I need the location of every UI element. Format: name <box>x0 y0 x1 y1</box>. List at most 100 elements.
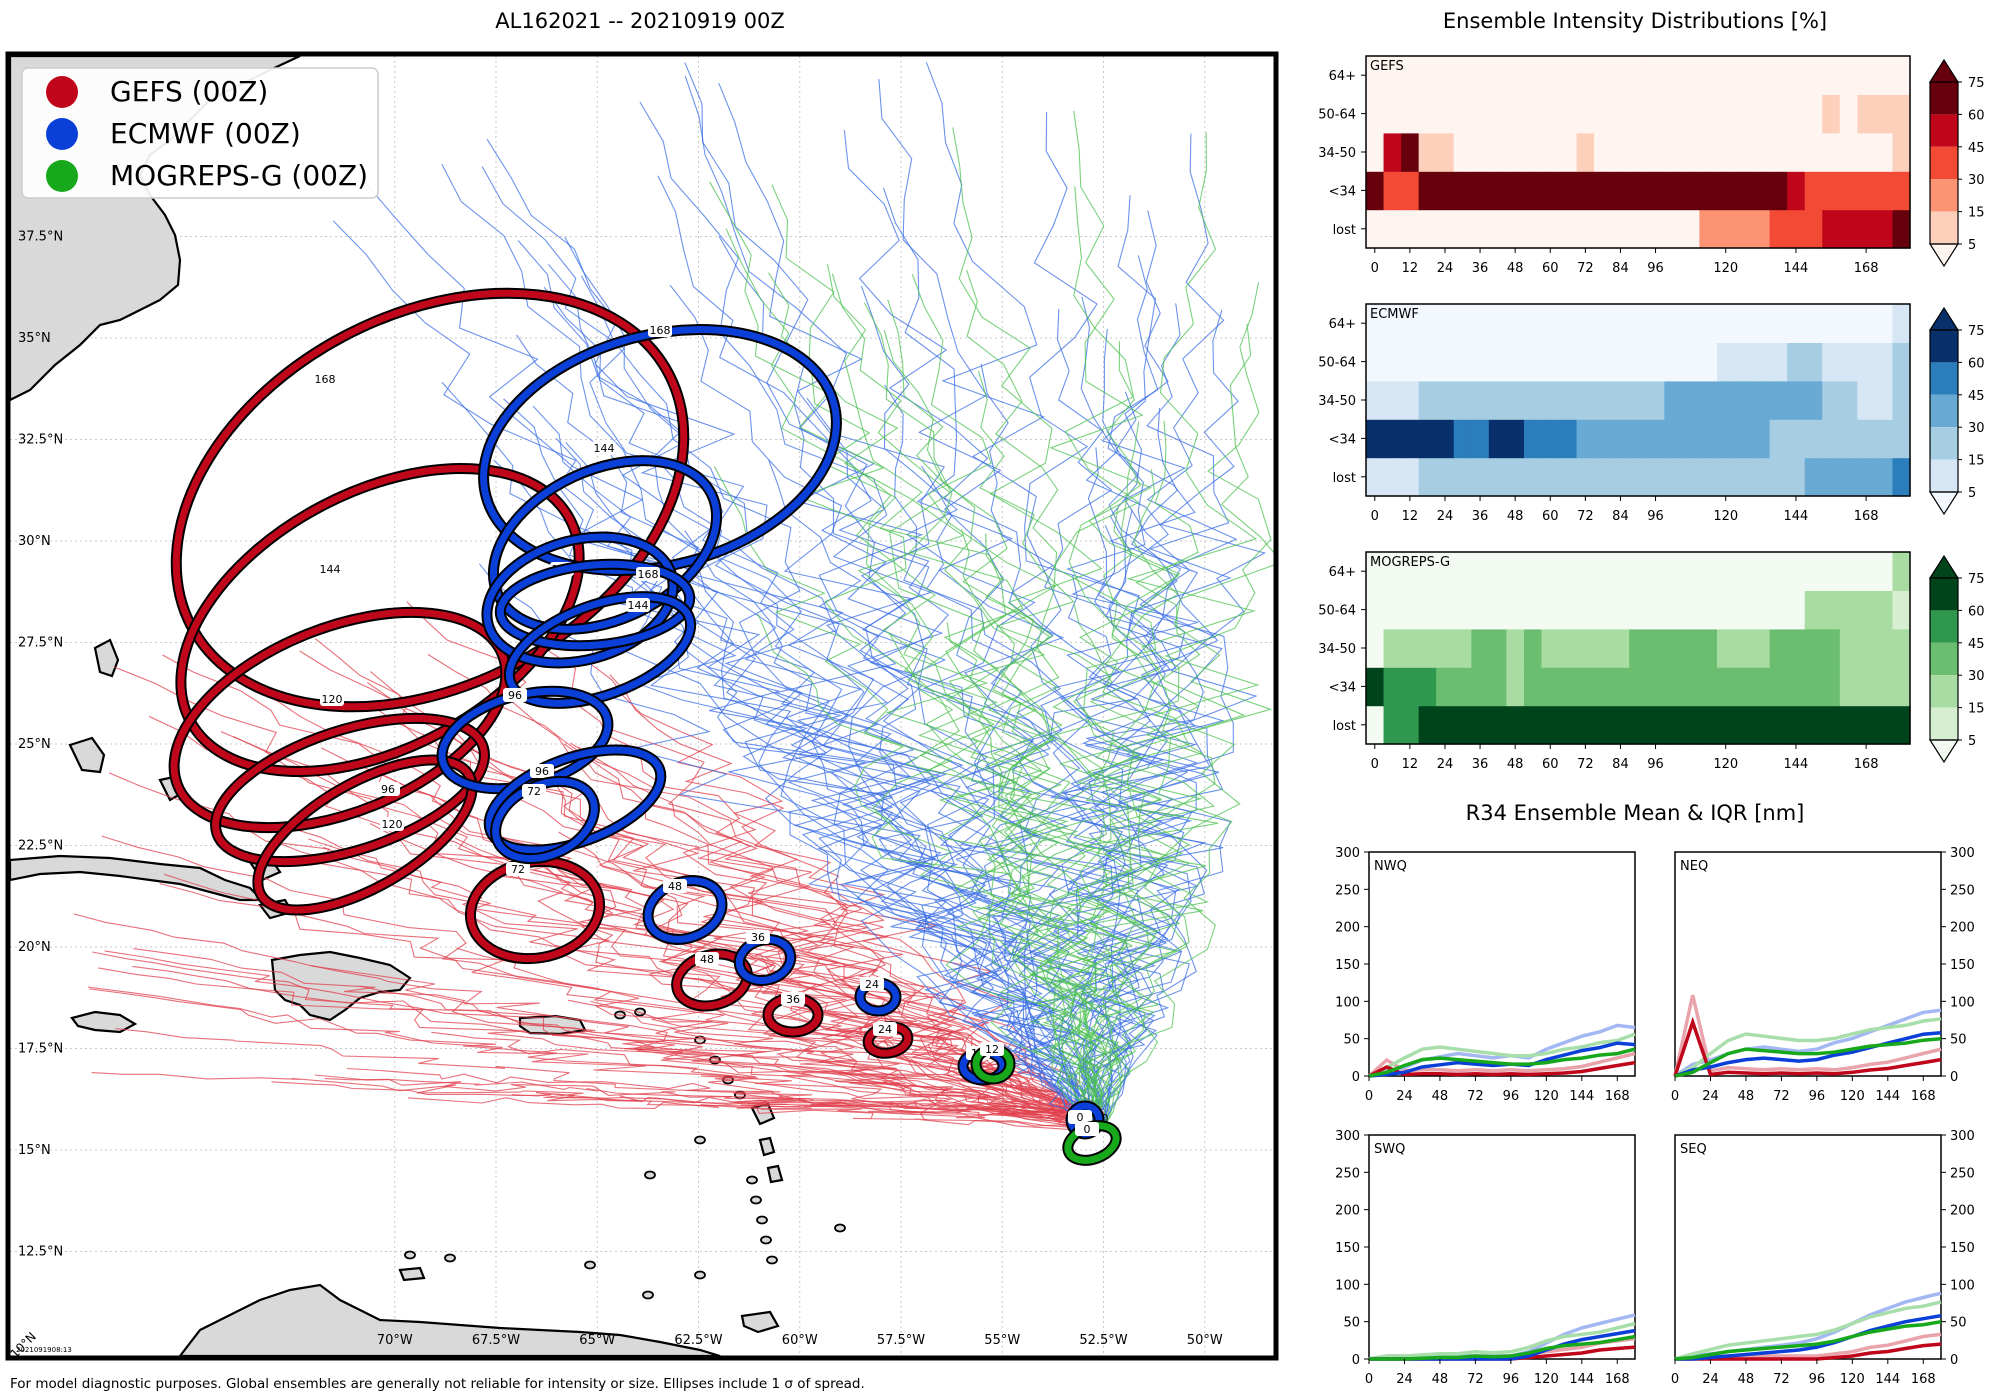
heatmap-cell <box>1594 380 1613 420</box>
ensemble-track <box>882 187 1121 1130</box>
heatmap-cell <box>1471 667 1490 707</box>
heatmap-cell <box>1383 380 1402 420</box>
heatmap-cell <box>1734 667 1753 707</box>
heatmap-cell <box>1681 552 1701 591</box>
heatmap-cell <box>1453 380 1472 420</box>
small-island <box>694 1270 706 1280</box>
ellipse-label-bg <box>318 562 342 576</box>
heatmap-cell <box>1629 457 1648 497</box>
heatmap-cell <box>1734 94 1753 134</box>
heatmap-cell <box>1804 628 1823 668</box>
heatmap-cell <box>1523 132 1543 172</box>
ensemble-track <box>92 951 1090 1116</box>
lon-label: 55°W <box>984 1333 1020 1348</box>
heatmap-cell <box>1506 667 1525 707</box>
heatmap-cell <box>1804 56 1823 95</box>
x-tick-label: 144 <box>1875 1372 1900 1387</box>
heatmap-cell <box>1681 705 1701 745</box>
heatmap-cell <box>1787 628 1806 668</box>
heatmap-cell <box>1471 628 1490 668</box>
heatmap-cell <box>1401 171 1420 211</box>
x-tick-label: 120 <box>1713 261 1738 276</box>
heatmap-cell <box>1453 171 1472 211</box>
heatmap-cell <box>1646 419 1665 459</box>
lon-label: 67.5°W <box>472 1333 520 1348</box>
ensemble-track <box>768 272 1090 1127</box>
heatmap-cell <box>1541 457 1560 497</box>
ellipse-label-bg <box>781 992 805 1006</box>
ensemble-track <box>887 299 1100 1127</box>
heatmap-cell <box>1471 132 1490 172</box>
gefs-ellipse-120b <box>254 756 476 914</box>
heatmap-cell <box>1576 667 1595 707</box>
heatmap-cell <box>1769 209 1788 249</box>
colorbar-segment <box>1930 427 1958 460</box>
heatmap-cell <box>1471 304 1490 343</box>
heatmap-cell <box>1822 419 1841 459</box>
y-tick-label: 100 <box>1335 1278 1360 1293</box>
colorbar-top-arrow <box>1928 306 1960 331</box>
heatmap-cell <box>1804 419 1823 459</box>
intensity-panel-mogreps-g: MOGREPS-G 64+ 50-64 34-50 <34 lost 0 12 24 36 48 60… <box>1318 551 1985 772</box>
heatmap-cell <box>1523 705 1543 745</box>
x-tick-label: 24 <box>1396 1089 1413 1104</box>
heatmap-cell <box>1418 209 1437 249</box>
ellipse-label: 96 <box>535 765 549 778</box>
y-tick-label: 0 <box>1352 1070 1360 1085</box>
heatmap-cell <box>1822 132 1841 172</box>
heatmap-cell <box>1734 56 1753 95</box>
small-island <box>760 1235 772 1245</box>
heatmap-cell <box>1646 457 1665 497</box>
ellipse-label-bg <box>506 862 530 876</box>
x-tick-label: 72 <box>1577 757 1594 772</box>
row-label: lost <box>1333 719 1356 734</box>
heatmap-cell <box>1646 132 1665 172</box>
heatmap-cell <box>1541 667 1560 707</box>
legend-swatch-gefs <box>46 76 78 108</box>
heatmap-cell <box>1471 209 1490 249</box>
heatmap-cell <box>1541 705 1560 745</box>
colorbar-top-arrow <box>1928 58 1960 83</box>
heatmap-cell <box>1611 628 1630 668</box>
heatmap-cell <box>1664 590 1683 630</box>
heatmap-cell <box>1611 304 1630 343</box>
heatmap-cell <box>1383 457 1402 497</box>
y-tick-label: 100 <box>1950 995 1975 1010</box>
heatmap-cell <box>1383 132 1402 172</box>
heatmap-cell <box>1594 628 1613 668</box>
heatmap-cell <box>1471 342 1490 382</box>
heatmap-cell <box>1506 209 1525 249</box>
land-trinidad <box>740 1310 780 1334</box>
y-tick-label: 100 <box>1950 1278 1975 1293</box>
land-bahama-1 <box>68 736 106 774</box>
x-tick-label: 60 <box>1542 509 1559 524</box>
heatmap-cell <box>1453 667 1472 707</box>
legend-swatch-ecmwf <box>46 118 78 150</box>
heatmap-cell <box>1646 705 1665 745</box>
colorbar-tick-label: 60 <box>1968 604 1985 619</box>
heatmap-cell <box>1523 342 1543 382</box>
heatmap-cell <box>1629 705 1648 745</box>
ellipse-label: 0 <box>1077 1111 1084 1124</box>
ensemble-track <box>568 893 1101 1114</box>
heatmap-cell <box>1523 667 1543 707</box>
heatmap-cell <box>1716 56 1736 95</box>
ellipse-label: 0 <box>1102 1112 1109 1125</box>
heatmap-cell <box>1506 705 1525 745</box>
heatmap-cell <box>1699 171 1718 211</box>
heatmap-cell <box>1769 705 1788 745</box>
heatmap-cell <box>1366 171 1385 211</box>
heatmap-cell <box>1523 590 1543 630</box>
heatmap-cell <box>1366 457 1385 497</box>
heatmap-cell <box>1857 380 1876 420</box>
heatmap-cell <box>1769 94 1788 134</box>
heatmap-cell <box>1646 171 1665 211</box>
heatmap-cell <box>1699 94 1718 134</box>
ensemble-track <box>1081 506 1191 1117</box>
heatmap-cell <box>1629 380 1648 420</box>
r34-mean-line-gefs <box>1673 1016 1942 1077</box>
x-tick-label: 72 <box>1577 261 1594 276</box>
heatmap-cell <box>1418 667 1437 707</box>
heatmap-cell <box>1401 457 1420 497</box>
